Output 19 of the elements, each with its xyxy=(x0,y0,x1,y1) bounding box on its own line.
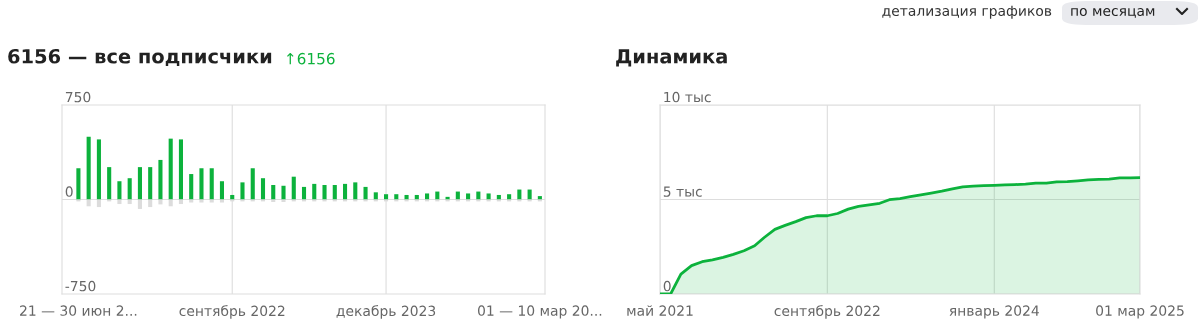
x-tick-label: январь 2024 xyxy=(949,305,1039,319)
x-tick-label: декабрь 2023 xyxy=(336,305,436,319)
y-tick-label: -750 xyxy=(65,280,96,292)
x-tick-label: 01 — 10 мар 20... xyxy=(477,305,602,319)
x-tick-label: май 2021 xyxy=(627,305,693,316)
text: по месяцам xyxy=(1071,8,1155,18)
chart-subtitle: ↑6156 xyxy=(287,52,335,65)
x-tick-label: 21 — 30 июн 2... xyxy=(20,305,137,316)
chart-title: Динамика xyxy=(616,49,727,67)
y-tick-label: 10 тыс xyxy=(664,91,711,103)
y-tick-label: 0 xyxy=(663,280,671,292)
x-tick-label: сентябрь 2022 xyxy=(774,305,880,319)
chart-title: 6156 — все подписчики xyxy=(8,48,272,67)
y-tick-label: 5 тыс xyxy=(663,186,702,197)
y-tick-label: 0 xyxy=(65,186,73,197)
y-tick-label: 750 xyxy=(65,91,91,103)
x-tick-label: сентябрь 2022 xyxy=(179,305,285,319)
x-tick-label: 01 мар 2025 xyxy=(1096,305,1184,319)
text: детализация графиков xyxy=(882,5,1052,19)
